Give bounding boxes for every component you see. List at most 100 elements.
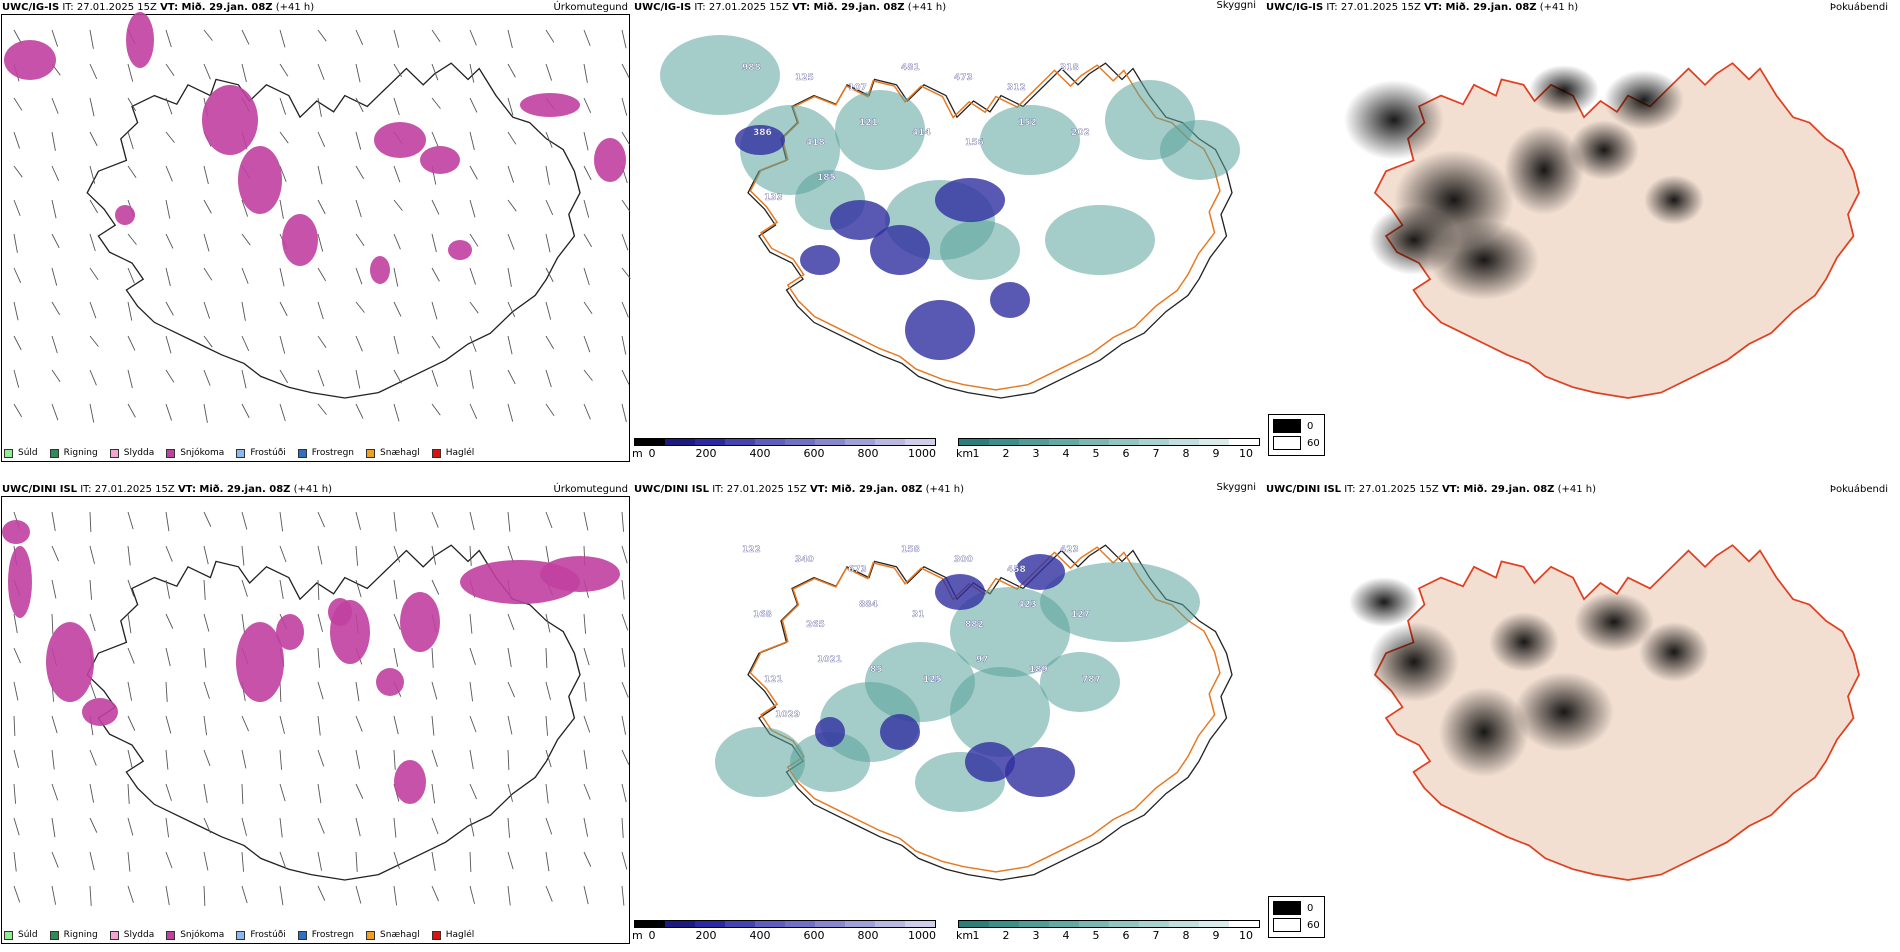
legend-item: Haglél	[431, 448, 475, 458]
wind-barb	[583, 301, 593, 315]
model-name: UWC/DINI ISL	[1266, 484, 1342, 495]
colorbar-tick: 2	[1002, 447, 1010, 460]
wind-barb	[545, 233, 551, 253]
wind-barb	[393, 749, 396, 770]
wind-barb	[51, 613, 54, 634]
run-info: UWC/DINI ISL IT: 27.01.2025 15Z VT: Mið.…	[2, 484, 332, 495]
colorbar-tick: 8	[1182, 447, 1190, 460]
wind-barb	[203, 511, 212, 527]
wind-barb	[51, 267, 58, 286]
init-time: IT: 27.01.2025 15Z	[1326, 2, 1421, 13]
wind-barb	[51, 851, 59, 868]
wind-barb	[393, 29, 400, 48]
visibility-colorbar: km 1 2 3 4 5 6 7 8 9 10	[956, 920, 1260, 943]
colorbar-tick: 200	[695, 447, 717, 460]
visibility-panel: UWC/IG-IS IT: 27.01.2025 15Z VT: Mið. 29…	[632, 0, 1264, 470]
fog-key-label: 0	[1307, 420, 1314, 432]
init-time: IT: 27.01.2025 15Z	[694, 2, 789, 13]
snowfall-area	[282, 214, 318, 266]
wind-barb	[317, 885, 326, 901]
wind-barb	[13, 647, 21, 664]
wind-barb	[583, 165, 592, 181]
wind-barb	[127, 545, 131, 566]
low-cloud-base-area	[735, 125, 785, 155]
colorbar-segment	[1229, 439, 1259, 445]
wind-barb	[51, 403, 59, 421]
snowfall-area	[448, 240, 472, 260]
wind-barb	[355, 29, 364, 46]
wind-barb	[165, 369, 175, 383]
colorbar-segment	[1079, 439, 1109, 445]
wind-barb	[165, 851, 173, 869]
low-visibility-area	[660, 35, 780, 115]
colorbar-tick: 800	[857, 447, 879, 460]
fog-key-swatch	[1273, 419, 1301, 433]
wind-barb	[469, 851, 472, 872]
colorbar-segment	[989, 921, 1019, 927]
snowfall-area	[594, 138, 626, 182]
fog-likelihood-area	[1504, 125, 1584, 215]
wind-barb	[393, 335, 399, 355]
legend-item: Snjókoma	[166, 930, 224, 940]
low-visibility-area	[835, 90, 925, 170]
lead-time: (+41 h)	[293, 484, 333, 495]
wind-barb	[355, 783, 364, 799]
wind-barb	[241, 783, 244, 804]
colorbar-tick: 800	[857, 929, 879, 942]
wind-barb	[127, 749, 133, 769]
wind-barb	[431, 267, 440, 282]
legend-label: Haglél	[445, 448, 475, 458]
wind-barb	[13, 783, 17, 804]
wind-barb	[431, 715, 435, 736]
wind-barb	[51, 369, 61, 383]
legend-swatch	[297, 448, 307, 458]
wind-barb	[13, 335, 22, 351]
wind-barb	[545, 783, 549, 804]
wind-barb	[13, 681, 19, 701]
wind-barb	[545, 511, 553, 529]
snowfall-area	[2, 520, 30, 544]
wind-barb	[241, 29, 250, 45]
wind-barb	[241, 63, 247, 83]
wind-barb	[507, 715, 513, 735]
wind-barb	[279, 715, 285, 734]
colorbar-swatches	[634, 920, 936, 928]
colorbar-unit: km	[956, 929, 974, 942]
colorbar-segment	[905, 921, 935, 927]
snowfall-area	[400, 592, 440, 652]
wind-barb	[317, 545, 323, 565]
colorbar-segment	[1079, 921, 1109, 927]
fog-indicator-panel: UWC/IG-IS IT: 27.01.2025 15Z VT: Mið. 29…	[1264, 0, 1900, 470]
wind-barb	[51, 545, 59, 562]
wind-barb	[203, 63, 211, 80]
wind-barb	[545, 681, 551, 700]
legend-swatch	[49, 930, 59, 940]
cloud-base-value: 97	[976, 655, 989, 665]
colorbar-tick: 4	[1062, 447, 1070, 460]
legend-label: Rigning	[63, 448, 98, 458]
snowfall-area	[115, 205, 135, 225]
legend-swatch	[297, 930, 307, 940]
wind-barb	[469, 131, 475, 151]
low-visibility-area	[1040, 652, 1120, 712]
init-time: IT: 27.01.2025 15Z	[62, 2, 157, 13]
colorbar-tick: 2	[1002, 929, 1010, 942]
cloud-base-value: 156	[965, 138, 984, 148]
wind-barb	[127, 267, 135, 284]
wind-barb	[279, 29, 286, 48]
wind-barb	[621, 301, 629, 318]
wind-barb	[127, 647, 135, 664]
wind-barb	[13, 267, 22, 284]
wind-barb	[89, 579, 93, 600]
snowfall-area	[276, 614, 304, 650]
wind-barb	[89, 131, 98, 147]
wind-barb	[469, 403, 478, 420]
fog-key-item: 60	[1273, 436, 1320, 450]
wind-barb	[507, 851, 514, 870]
wind-barb	[507, 783, 513, 802]
colorbar-tick: 10	[1239, 929, 1253, 942]
wind-barb	[393, 63, 403, 78]
cloud-base-value: 458	[1007, 565, 1026, 575]
legend-item: Frostregn	[297, 448, 354, 458]
legend-swatch	[366, 448, 376, 458]
